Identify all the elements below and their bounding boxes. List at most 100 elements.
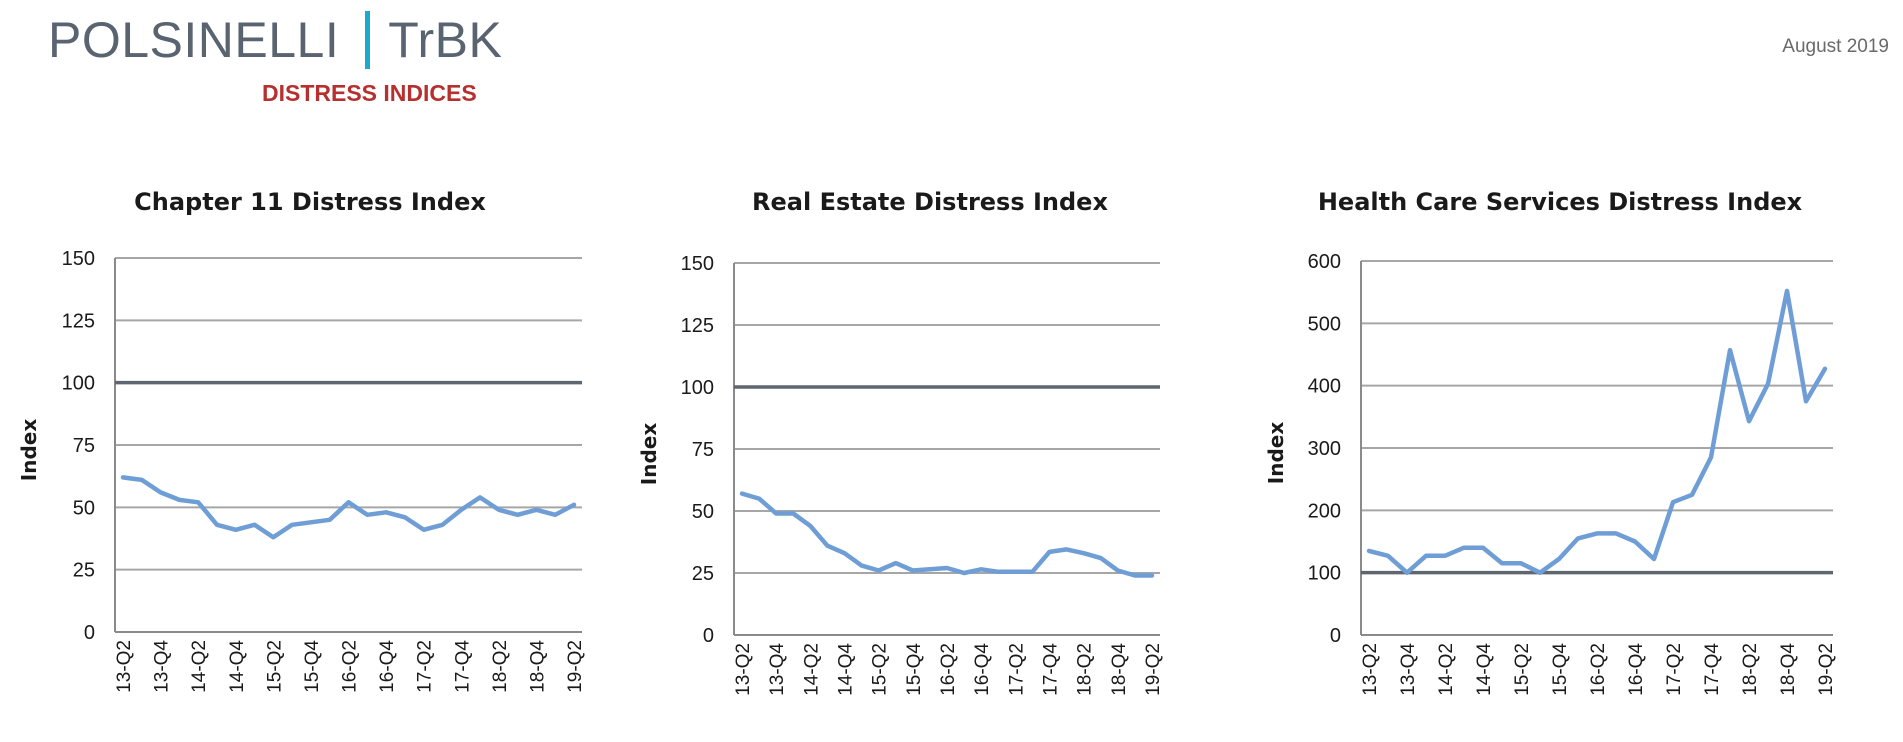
x-tick-label: 15-Q2: [870, 643, 891, 696]
data-point: [159, 490, 163, 494]
data-point: [1424, 554, 1428, 558]
data-point: [1367, 549, 1371, 553]
data-point: [384, 510, 388, 514]
y-tick-label: 200: [1308, 500, 1341, 522]
y-tick-label: 125: [62, 310, 95, 332]
real-estate-chart: Real Estate Distress Index 0 25 50 75 100 125…: [620, 180, 1240, 725]
y-tick-label: 125: [681, 315, 714, 337]
y-tick-label: 400: [1308, 376, 1341, 398]
x-tick-label: 14-Q2: [801, 643, 822, 696]
data-point: [478, 495, 482, 499]
data-point: [1671, 500, 1675, 504]
x-tick-label: 16-Q2: [340, 640, 361, 693]
x-tick-label: 16-Q2: [1588, 643, 1609, 696]
chart-title: Health Care Services Distress Index: [1317, 188, 1803, 216]
data-point: [1709, 455, 1713, 459]
data-point: [1538, 571, 1542, 575]
data-point: [1405, 571, 1409, 575]
x-tick-label: 19-Q2: [565, 640, 586, 693]
data-point: [1443, 554, 1447, 558]
data-point: [121, 475, 125, 479]
data-point: [1065, 547, 1069, 551]
data-point: [1766, 382, 1770, 386]
data-point: [1804, 399, 1808, 403]
chart-svg: 0 25 50 75 100 125 150 13-Q2 13-Q4 14-Q2 14-Q4 15-Q…: [637, 253, 1164, 696]
y-tick-label: 500: [1308, 313, 1341, 335]
x-tick-label: 16-Q4: [972, 643, 993, 696]
y-tick-label: 75: [692, 439, 714, 461]
data-point: [1519, 561, 1523, 565]
x-tick-label: 13-Q4: [767, 643, 788, 696]
x-tick-label: 18-Q2: [1075, 643, 1096, 696]
data-point: [1150, 573, 1154, 577]
x-tick-label: 14-Q2: [1436, 643, 1457, 696]
chart-title: Real Estate Distress Index: [752, 188, 1108, 216]
x-tick-label: 18-Q4: [527, 640, 548, 693]
data-point: [1133, 573, 1137, 577]
x-tick-label: 17-Q2: [415, 640, 436, 693]
x-tick-label: 17-Q4: [1041, 643, 1062, 696]
x-tick-label: 16-Q4: [1626, 643, 1647, 696]
y-tick-label: 600: [1308, 251, 1341, 273]
data-point: [843, 551, 846, 555]
data-point: [328, 518, 332, 522]
data-point: [177, 498, 181, 502]
data-point: [1576, 536, 1580, 540]
data-point: [234, 528, 238, 532]
chart-svg: 0 100 200 300 400 500 600 13-Q2 13-Q4 14-Q2 14-Q4 1…: [1264, 251, 1837, 696]
data-point: [808, 524, 812, 528]
brand-logo: POLSINELLI TrBK: [48, 10, 502, 70]
data-point: [1728, 348, 1732, 352]
y-tick-label: 0: [1330, 625, 1341, 647]
health-care-chart: Health Care Services Distress Index 0 100…: [1250, 180, 1870, 725]
data-point: [791, 511, 795, 515]
x-tick-label: 15-Q4: [904, 643, 925, 696]
chart-svg: 0 25 50 75 100 125 150 13-Q2 13-Q4 14-Q2 14-Q4 15-Q…: [17, 248, 586, 693]
data-point: [1013, 570, 1017, 574]
x-tick-label: 15-Q4: [302, 640, 323, 693]
data-point: [572, 503, 576, 507]
x-tick-label: 15-Q2: [264, 640, 285, 693]
y-tick-label: 300: [1308, 438, 1341, 460]
data-point: [1557, 557, 1561, 561]
y-tick-label: 50: [692, 501, 714, 523]
y-axis-label: Index: [17, 419, 41, 482]
data-point: [1030, 570, 1034, 574]
data-point: [1747, 419, 1751, 423]
chapter11-chart: Chapter 11 Distress Index 0 25 50 75 100 125 1…: [0, 180, 620, 725]
x-tick-label: 15-Q2: [1512, 643, 1533, 696]
data-point: [215, 523, 219, 527]
data-point: [757, 497, 761, 501]
data-point: [140, 478, 144, 482]
data-point: [962, 571, 966, 575]
x-tick-label: 13-Q2: [1360, 643, 1381, 696]
x-tick-label: 14-Q4: [1474, 643, 1495, 696]
brand-name-left: POLSINELLI: [48, 12, 340, 68]
x-tick-label: 17-Q4: [452, 640, 473, 693]
data-point: [860, 564, 864, 568]
x-tick-label: 18-Q2: [490, 640, 511, 693]
data-point: [894, 561, 898, 565]
x-tick-label: 17-Q2: [1664, 643, 1685, 696]
data-point: [928, 567, 932, 571]
data-point: [774, 511, 778, 515]
y-tick-label: 150: [681, 253, 714, 275]
x-tick-label: 18-Q4: [1778, 643, 1799, 696]
data-point: [347, 500, 350, 504]
y-axis-label: Index: [637, 423, 661, 486]
x-tick-label: 19-Q2: [1143, 643, 1164, 696]
page-subtitle: DISTRESS INDICES: [262, 80, 477, 106]
data-point: [497, 508, 501, 512]
x-tick-label: 19-Q2: [1816, 643, 1837, 696]
data-point: [309, 520, 313, 524]
data-point: [534, 508, 538, 512]
x-tick-label: 15-Q4: [1550, 643, 1571, 696]
data-point: [1785, 289, 1789, 293]
series-line: [1366, 288, 1828, 575]
y-axis-label: Index: [1264, 422, 1288, 485]
data-point: [271, 535, 275, 539]
x-tick-label: 18-Q4: [1109, 643, 1130, 696]
data-point: [1614, 531, 1618, 535]
x-tick-label: 13-Q2: [114, 640, 135, 693]
data-point: [825, 544, 829, 548]
